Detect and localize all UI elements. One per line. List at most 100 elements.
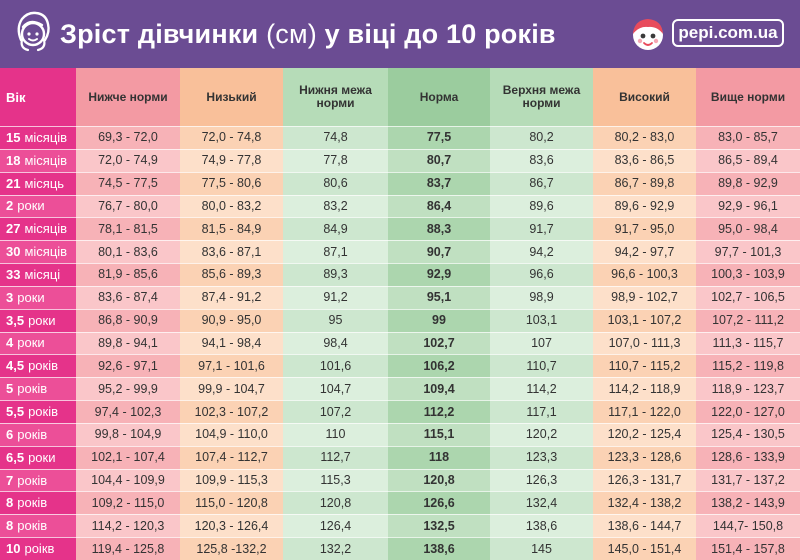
row-divider [0, 148, 800, 150]
height-table: Вік Нижче норми Низький Нижня межа норми Нор… [0, 68, 800, 560]
cell-upper-limit: 96,6 [490, 263, 593, 286]
table-row: 6,5 роки 102,1 - 107,4 107,4 - 112,7 112,7 11… [0, 445, 800, 469]
cell-lower-limit: 110 [283, 422, 388, 446]
cell-high: 145,0 - 151,4 [593, 537, 696, 560]
cell-above-normal: 95,0 - 98,4 [696, 217, 800, 241]
cell-norm: 83,7 [388, 171, 490, 195]
cell-age: 27 місяців [0, 217, 76, 241]
cell-above-normal: 102,7 - 106,5 [696, 285, 800, 309]
cell-norm: 99 [388, 308, 490, 332]
cell-age: 10 роікв [0, 537, 76, 560]
cell-lower-limit: 101,6 [283, 354, 388, 378]
cell-high: 89,6 - 92,9 [593, 194, 696, 218]
age-unit: місяців [24, 244, 68, 260]
table-row: 2 роки 76,7 - 80,0 80,0 - 83,2 83,2 86,4 89,6 8… [0, 194, 800, 218]
age-number: 8 [6, 495, 14, 511]
cell-high: 98,9 - 102,7 [593, 285, 696, 309]
table-row: 10 роікв 119,4 - 125,8 125,8 -132,2 132,2 138… [0, 537, 800, 560]
cell-low: 97,1 - 101,6 [180, 354, 283, 378]
row-divider [0, 468, 800, 470]
cell-norm: 90,7 [388, 240, 490, 264]
column-header-norm: Норма [388, 68, 490, 126]
title-unit: (см) [266, 19, 317, 49]
table-row: 4,5 років 92,6 - 97,1 97,1 - 101,6 101,6 106,… [0, 354, 800, 378]
table-row: 5 років 95,2 - 99,9 99,9 - 104,7 104,7 109,4 1… [0, 377, 800, 401]
age-unit: роікв [24, 541, 55, 557]
column-header-above-normal: Вище норми [696, 68, 800, 126]
cell-high: 117,1 - 122,0 [593, 400, 696, 423]
cell-upper-limit: 117,1 [490, 400, 593, 423]
cell-below-normal: 119,4 - 125,8 [76, 537, 180, 560]
cell-norm: 118 [388, 445, 490, 469]
column-header-age: Вік [0, 68, 76, 126]
age-number: 27 [6, 221, 21, 237]
row-divider [0, 263, 800, 265]
cell-upper-limit: 120,2 [490, 422, 593, 446]
cell-above-normal: 118,9 - 123,7 [696, 377, 800, 401]
cell-high: 86,7 - 89,8 [593, 171, 696, 195]
column-header-lower-limit: Нижня межа норми [283, 68, 388, 126]
cell-above-normal: 125,4 - 130,5 [696, 422, 800, 446]
cell-above-normal: 107,2 - 111,2 [696, 308, 800, 332]
cell-upper-limit: 94,2 [490, 240, 593, 264]
cell-age: 21 місяць [0, 171, 76, 195]
cell-age: 18 місяців [0, 148, 76, 172]
cell-upper-limit: 107 [490, 331, 593, 355]
row-divider [0, 377, 800, 379]
age-unit: років [28, 358, 59, 374]
age-number: 5 [6, 381, 14, 397]
cell-norm: 102,7 [388, 331, 490, 355]
cell-low: 74,9 - 77,8 [180, 148, 283, 172]
row-divider [0, 308, 800, 310]
header-zigzag-edge [0, 60, 800, 68]
age-unit: місяців [24, 129, 68, 145]
cell-below-normal: 92,6 - 97,1 [76, 354, 180, 378]
title-main: Зріст дівчинки [60, 19, 259, 49]
table-row: 30 місяців 80,1 - 83,6 83,6 - 87,1 87,1 90,7 9… [0, 240, 800, 264]
age-unit: років [17, 495, 48, 511]
age-unit: роки [17, 289, 45, 305]
cell-low: 94,1 - 98,4 [180, 331, 283, 355]
age-number: 30 [6, 244, 21, 260]
table-row: 5,5 років 97,4 - 102,3 102,3 - 107,2 107,2 11… [0, 400, 800, 423]
age-unit: років [17, 381, 48, 397]
row-divider [0, 400, 800, 402]
cell-lower-limit: 77,8 [283, 148, 388, 172]
row-divider [0, 514, 800, 516]
cell-low: 125,8 -132,2 [180, 537, 283, 560]
cell-high: 107,0 - 111,3 [593, 331, 696, 355]
cell-low: 83,6 - 87,1 [180, 240, 283, 264]
row-divider [0, 240, 800, 242]
cell-norm: 86,4 [388, 194, 490, 218]
cell-above-normal: 144,7- 150,8 [696, 514, 800, 538]
age-unit: роки [28, 449, 56, 465]
cell-norm: 120,8 [388, 468, 490, 492]
cell-high: 91,7 - 95,0 [593, 217, 696, 241]
cell-age: 2 роки [0, 194, 76, 218]
table-row: 33 місяці 81,9 - 85,6 85,6 - 89,3 89,3 92,9 96… [0, 263, 800, 286]
site-logo[interactable]: pepi.com.ua [628, 14, 788, 54]
cell-high: 94,2 - 97,7 [593, 240, 696, 264]
cell-below-normal: 80,1 - 83,6 [76, 240, 180, 264]
cell-norm: 112,2 [388, 400, 490, 423]
cell-below-normal: 114,2 - 120,3 [76, 514, 180, 538]
cell-low: 77,5 - 80,6 [180, 171, 283, 195]
cell-below-normal: 97,4 - 102,3 [76, 400, 180, 423]
cell-low: 85,6 - 89,3 [180, 263, 283, 286]
cell-high: 126,3 - 131,7 [593, 468, 696, 492]
cell-upper-limit: 86,7 [490, 171, 593, 195]
row-divider [0, 171, 800, 173]
cell-low: 107,4 - 112,7 [180, 445, 283, 469]
row-divider [0, 491, 800, 493]
cell-age: 8 років [0, 491, 76, 515]
cell-norm: 106,2 [388, 354, 490, 378]
title-rest: у віці до 10 років [324, 19, 556, 49]
age-unit: років [28, 404, 59, 419]
cell-age: 6 років [0, 422, 76, 446]
age-number: 4 [6, 335, 14, 351]
cell-above-normal: 138,2 - 143,9 [696, 491, 800, 515]
cell-age: 15 місяців [0, 126, 76, 149]
cell-norm: 138,6 [388, 537, 490, 560]
cell-lower-limit: 84,9 [283, 217, 388, 241]
age-unit: років [17, 472, 48, 488]
